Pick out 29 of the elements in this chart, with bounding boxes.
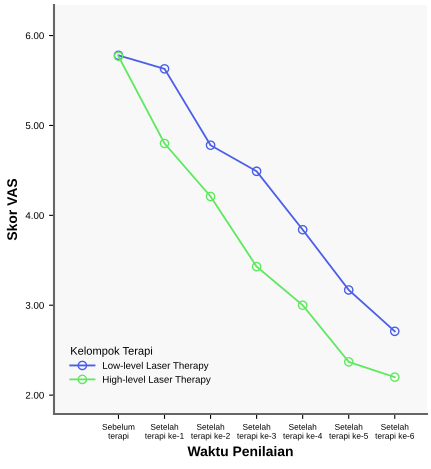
legend-title: Kelompok Terapi xyxy=(71,346,152,357)
y-tick-label: 2.00 xyxy=(26,392,44,399)
x-tick-label: Setelah terapi ke-2 xyxy=(191,424,230,440)
x-tick-label: Setelah terapi ke-6 xyxy=(375,424,414,440)
x-tick-label: Setelah terapi ke-4 xyxy=(283,424,322,440)
point xyxy=(252,262,262,272)
y-tick-label: 4.00 xyxy=(26,212,44,219)
point xyxy=(206,140,216,150)
point xyxy=(390,326,400,336)
x-axis-title: Waktu Penilaian xyxy=(188,446,293,456)
x-tick-label: Setelah terapi ke-5 xyxy=(329,424,368,440)
legend-label: High-level Laser Therapy xyxy=(103,376,211,385)
point xyxy=(160,64,170,74)
legend-label: Low-level Laser Therapy xyxy=(103,362,209,371)
y-tick-label: 5.00 xyxy=(26,122,44,130)
x-tick-label: Sebelum terapi xyxy=(102,424,134,440)
x-tick-label: Setelah terapi ke-3 xyxy=(237,424,276,440)
x-tick-label: Setelah terapi ke-1 xyxy=(144,424,184,440)
point xyxy=(390,372,400,382)
point xyxy=(344,285,354,295)
point xyxy=(160,138,170,148)
y-tick-label: 3.00 xyxy=(26,302,44,309)
point xyxy=(252,166,262,176)
point xyxy=(344,357,354,367)
point xyxy=(298,300,308,310)
y-tick-label: 6.00 xyxy=(26,32,44,40)
y-axis-title: Skor VAS xyxy=(6,178,18,240)
point xyxy=(206,192,216,202)
point xyxy=(298,224,308,235)
